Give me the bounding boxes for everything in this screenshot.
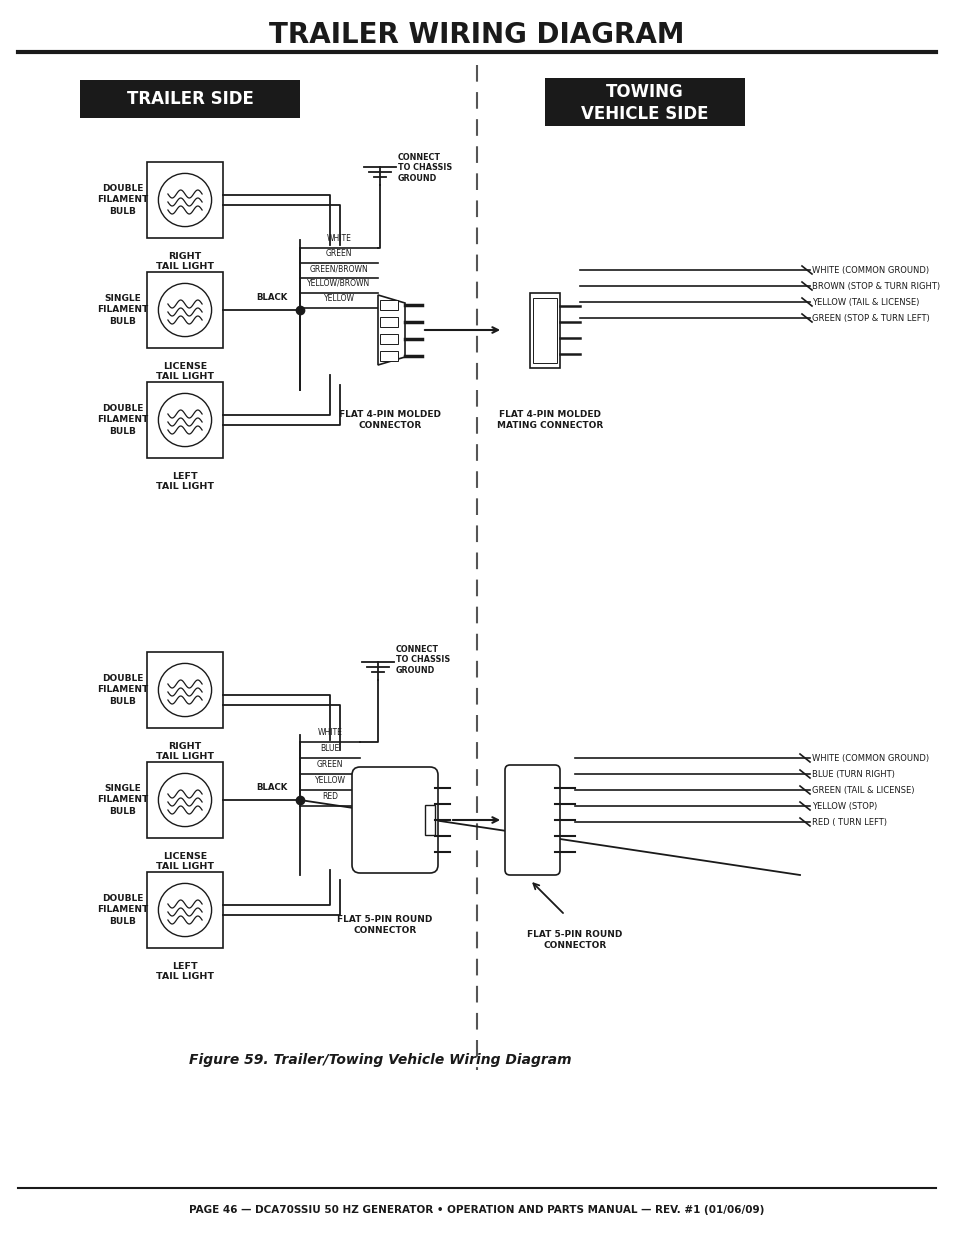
Text: YELLOW: YELLOW	[314, 776, 345, 785]
Circle shape	[158, 173, 212, 226]
Text: YELLOW (TAIL & LICENSE): YELLOW (TAIL & LICENSE)	[811, 298, 919, 306]
Circle shape	[158, 663, 212, 716]
Text: WHITE: WHITE	[326, 233, 351, 243]
Text: BLUE: BLUE	[320, 743, 339, 753]
Text: BROWN (STOP & TURN RIGHT): BROWN (STOP & TURN RIGHT)	[811, 282, 939, 290]
Text: YELLOW (STOP): YELLOW (STOP)	[811, 802, 877, 810]
Text: GREEN (TAIL & LICENSE): GREEN (TAIL & LICENSE)	[811, 785, 914, 794]
Text: LEFT
TAIL LIGHT: LEFT TAIL LIGHT	[156, 962, 213, 982]
Text: BLUE (TURN RIGHT): BLUE (TURN RIGHT)	[811, 769, 894, 778]
Text: RED ( TURN LEFT): RED ( TURN LEFT)	[811, 818, 886, 826]
Text: GREEN/BROWN: GREEN/BROWN	[310, 264, 368, 273]
Circle shape	[158, 283, 212, 337]
Text: SINGLE
FILAMENT
BULB: SINGLE FILAMENT BULB	[97, 784, 149, 815]
Text: BLACK: BLACK	[256, 783, 288, 792]
Text: GREEN: GREEN	[316, 760, 343, 769]
Bar	[544, 78, 744, 126]
Bar	[147, 762, 223, 839]
Bar	[379, 317, 397, 327]
Text: YELLOW/BROWN: YELLOW/BROWN	[307, 279, 370, 288]
Text: WHITE: WHITE	[317, 727, 342, 737]
Text: GREEN: GREEN	[325, 249, 352, 258]
Text: FLAT 4-PIN MOLDED
CONNECTOR: FLAT 4-PIN MOLDED CONNECTOR	[338, 410, 440, 430]
Bar	[147, 382, 223, 458]
Text: RIGHT
TAIL LIGHT: RIGHT TAIL LIGHT	[156, 252, 213, 272]
Bar	[379, 351, 397, 361]
Text: WHITE (COMMON GROUND): WHITE (COMMON GROUND)	[811, 753, 928, 762]
Text: DOUBLE
FILAMENT
BULB: DOUBLE FILAMENT BULB	[97, 894, 149, 925]
Text: DOUBLE
FILAMENT
BULB: DOUBLE FILAMENT BULB	[97, 404, 149, 436]
FancyBboxPatch shape	[504, 764, 559, 876]
Bar	[147, 872, 223, 948]
Text: LEFT
TAIL LIGHT: LEFT TAIL LIGHT	[156, 472, 213, 492]
Text: LICENSE
TAIL LIGHT: LICENSE TAIL LIGHT	[156, 362, 213, 382]
Bar	[147, 272, 223, 348]
Text: CONNECT
TO CHASSIS
GROUND: CONNECT TO CHASSIS GROUND	[395, 645, 450, 674]
Text: RIGHT
TAIL LIGHT: RIGHT TAIL LIGHT	[156, 742, 213, 762]
Bar	[80, 80, 299, 119]
Text: TOWING
VEHICLE SIDE: TOWING VEHICLE SIDE	[580, 83, 708, 124]
Text: TRAILER WIRING DIAGRAM: TRAILER WIRING DIAGRAM	[269, 21, 684, 49]
Text: PAGE 46 — DCA70SSIU 50 HZ GENERATOR • OPERATION AND PARTS MANUAL — REV. #1 (01/0: PAGE 46 — DCA70SSIU 50 HZ GENERATOR • OP…	[189, 1205, 764, 1215]
Text: BLACK: BLACK	[256, 293, 288, 303]
Text: DOUBLE
FILAMENT
BULB: DOUBLE FILAMENT BULB	[97, 674, 149, 705]
Bar	[379, 333, 397, 345]
Bar	[424, 805, 435, 835]
Text: SINGLE
FILAMENT
BULB: SINGLE FILAMENT BULB	[97, 294, 149, 326]
Circle shape	[158, 394, 212, 447]
Bar	[533, 298, 557, 363]
Text: DOUBLE
FILAMENT
BULB: DOUBLE FILAMENT BULB	[97, 184, 149, 216]
Text: Figure 59. Trailer/Towing Vehicle Wiring Diagram: Figure 59. Trailer/Towing Vehicle Wiring…	[189, 1053, 571, 1067]
Text: RED: RED	[322, 792, 337, 802]
Text: TRAILER SIDE: TRAILER SIDE	[127, 90, 253, 107]
Circle shape	[158, 773, 212, 826]
Polygon shape	[377, 295, 405, 366]
Text: FLAT 5-PIN ROUND
CONNECTOR: FLAT 5-PIN ROUND CONNECTOR	[527, 930, 622, 950]
Bar	[147, 652, 223, 727]
Bar	[147, 162, 223, 238]
Text: YELLOW: YELLOW	[323, 294, 355, 303]
Text: LICENSE
TAIL LIGHT: LICENSE TAIL LIGHT	[156, 852, 213, 872]
Bar	[379, 300, 397, 310]
FancyBboxPatch shape	[352, 767, 437, 873]
Bar	[530, 293, 559, 368]
Text: CONNECT
TO CHASSIS
GROUND: CONNECT TO CHASSIS GROUND	[397, 153, 452, 183]
Text: FLAT 4-PIN MOLDED
MATING CONNECTOR: FLAT 4-PIN MOLDED MATING CONNECTOR	[497, 410, 602, 430]
Text: GREEN (STOP & TURN LEFT): GREEN (STOP & TURN LEFT)	[811, 314, 929, 322]
Circle shape	[158, 883, 212, 936]
Text: FLAT 5-PIN ROUND
CONNECTOR: FLAT 5-PIN ROUND CONNECTOR	[337, 915, 433, 935]
Text: WHITE (COMMON GROUND): WHITE (COMMON GROUND)	[811, 266, 928, 274]
